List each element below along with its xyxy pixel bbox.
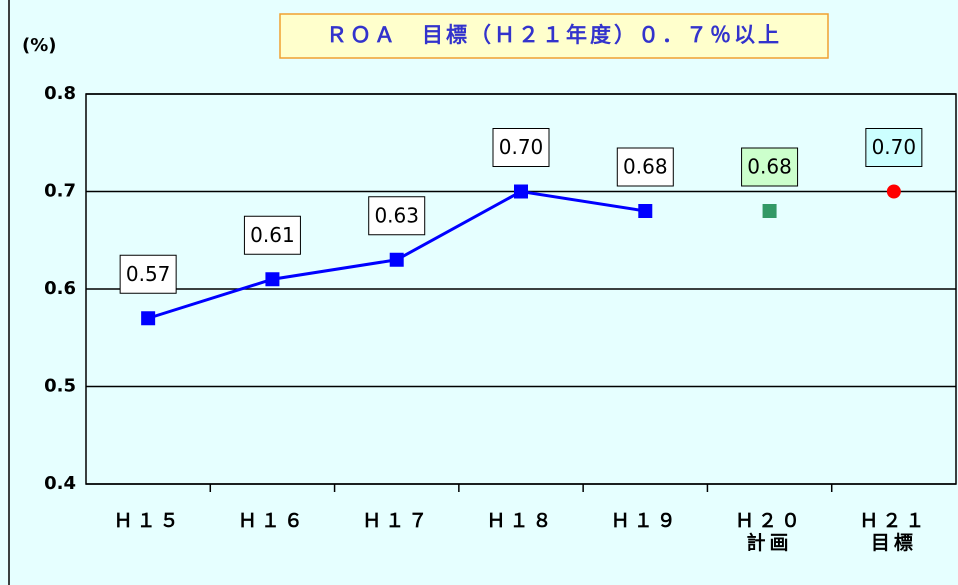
- x-tick-label: Ｈ１９: [610, 510, 680, 532]
- x-tick-label: Ｈ１８: [486, 510, 556, 532]
- y-tick-label: 0.7: [44, 181, 76, 202]
- value-label-box: [741, 147, 799, 187]
- value-label-box: [368, 196, 426, 236]
- y-tick-label: 0.8: [44, 83, 76, 104]
- marker: [638, 204, 653, 218]
- value-label-box: [119, 254, 177, 294]
- marker: [762, 204, 777, 218]
- chart-title: ＲＯＡ 目標（Ｈ２１年度）０．７％以上: [326, 23, 782, 47]
- value-label: 0.61: [250, 223, 295, 247]
- title-box: [279, 13, 829, 59]
- marker: [514, 184, 528, 199]
- value-label: 0.70: [872, 135, 917, 159]
- y-axis-label: (%): [22, 35, 57, 56]
- y-tick-label: 0.4: [44, 473, 76, 494]
- x-tick-label: Ｈ２０ 計画: [735, 510, 805, 554]
- marker: [389, 252, 404, 267]
- value-label: 0.68: [623, 155, 668, 179]
- value-label-box: [616, 147, 674, 187]
- value-label: 0.63: [374, 203, 419, 227]
- x-tick-label: Ｈ１７: [362, 510, 432, 532]
- value-label-box: [492, 128, 550, 167]
- value-label: 0.57: [126, 262, 171, 286]
- value-label: 0.68: [747, 155, 792, 179]
- marker: [886, 184, 901, 199]
- value-label: 0.70: [499, 135, 544, 159]
- y-tick-label: 0.5: [44, 376, 76, 397]
- y-tick-label: 0.6: [44, 278, 76, 299]
- value-label-box: [865, 128, 923, 167]
- x-tick-label: Ｈ２１ 目標: [859, 510, 929, 554]
- value-label-box: [243, 215, 301, 255]
- x-tick-label: Ｈ１６: [237, 510, 307, 532]
- x-tick-label: Ｈ１５: [113, 510, 183, 532]
- marker: [265, 272, 280, 287]
- marker: [141, 311, 156, 326]
